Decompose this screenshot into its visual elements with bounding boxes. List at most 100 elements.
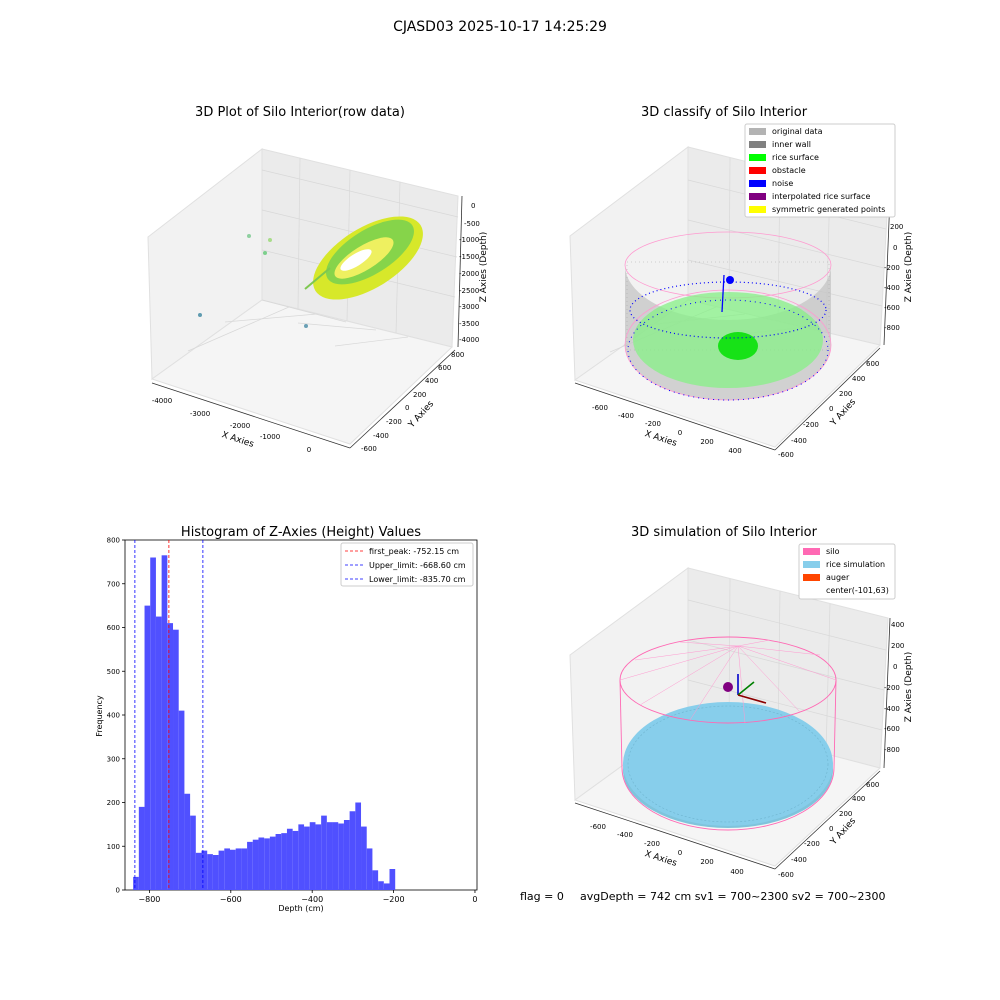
hist-xtick-label: 0 [472,895,477,904]
hist-bar [281,833,287,890]
raw-point-cloud [198,216,423,328]
raw-outlier-3 [263,251,267,255]
hist-ytick-label: 500 [107,668,120,676]
classify-legend-label: inner wall [772,140,811,149]
raw-ztick: -1000 [459,236,479,244]
classify-zlabel: Z Axies (Depth) [904,232,914,303]
raw-xtick: -1000 [260,433,280,441]
hist-bar [212,855,219,890]
simulation-ytick: -200 [804,840,820,848]
classify-xlabel: X Axies [643,429,678,449]
simulation-ytick: -400 [791,856,807,864]
simulation-ytick: 200 [839,810,852,818]
classify-noise-blob [726,276,734,284]
raw-ytick: -600 [361,445,377,453]
hist-title: Histogram of Z-Axies (Height) Values [181,525,421,540]
raw-y-axis-line [349,349,456,449]
classify-noise-lower [627,299,829,401]
hist-ytick-label: 0 [116,887,120,895]
hist-bar [144,605,151,890]
classify-ztick: 0 [893,244,897,252]
raw-xtick: 0 [307,446,311,454]
raw-xlabel: X Axies [220,430,255,450]
raw-axes-box [147,147,463,449]
raw-pane-floor [150,299,454,445]
classify-legend: original data inner wall rice surface ob… [744,123,896,218]
hist-bar [269,836,276,890]
classify-rice-core [718,332,758,360]
classify-legend-label: obstacle [772,166,806,175]
hist-bar [343,820,350,890]
simulation-xtick: 0 [678,849,682,857]
classify-noise-spike [721,274,725,313]
hist-bar [161,555,168,890]
figure-suptitle: CJASD03 2025-10-17 14:25:29 [393,19,607,35]
classify-legend-label: original data [772,127,823,136]
raw-ytick: 200 [413,391,426,399]
simulation-ztick: -200 [884,684,900,692]
simulation-zlabel: Z Axies (Depth) [904,652,914,723]
hist-bar [167,623,174,890]
simulation-legend-swatch [803,574,820,581]
hist-legend-label: first_peak: -752.15 cm [369,547,459,556]
raw-ytick: -200 [386,418,402,426]
hist-bar [304,826,310,890]
raw-yticks: -600 -400 -200 0 200 400 600 800 [361,351,464,453]
hist-ytick-label: 300 [107,755,120,763]
simulation-ztick: -800 [884,746,900,754]
raw-ztick: -2500 [459,287,479,295]
raw-ylabel: Y Axies [406,399,436,431]
classify-ytick: 0 [829,405,833,413]
hist-xlabel: Depth (cm) [278,904,323,913]
simulation-scene [619,636,837,831]
hist-xtick-label: −800 [138,895,160,904]
raw-ztick: -3500 [459,320,479,328]
simulation-z-axis-line [883,617,891,769]
simulation-ztick: 200 [891,642,904,650]
panel-simulation: 3D simulation of Silo Interior [569,525,914,879]
classify-x-axis-line [574,382,776,451]
panel-raw: 3D Plot of Silo Interior(row data) [147,105,489,454]
raw-outlier-4 [198,313,202,317]
raw-ytick: 800 [451,351,464,359]
hist-ytick-label: 200 [107,799,120,807]
raw-xtick: -2000 [230,422,250,430]
hist-ytick-label: 800 [107,537,120,545]
classify-zticks: 200 0 -200 -400 -600 -800 [884,223,903,332]
hist-xtick-label: −600 [220,895,242,904]
hist-bar [138,806,145,890]
classify-point-cloud [624,231,832,401]
hist-ylabel: Frequency [95,695,104,737]
simulation-silo-bottom [621,767,835,831]
hist-bar [378,881,384,890]
raw-ring-hole [340,249,372,271]
simulation-xticks: -600 -400 -200 0 200 400 [590,823,744,876]
footer-flag: flag = 0 [520,890,564,903]
classify-legend-label: rice surface [772,153,819,162]
hist-bar [286,828,293,890]
hist-bar [298,824,305,890]
simulation-ytick: 0 [829,825,833,833]
hist-bar [173,629,179,890]
classify-ytick: 200 [839,390,852,398]
raw-ytick: -400 [373,432,389,440]
classify-legend-frame [744,123,896,218]
panel-histogram: Histogram of Z-Axies (Height) Values −80… [95,525,478,913]
simulation-ytick: 600 [866,781,879,789]
classify-xticks: -600 -400 -200 0 200 400 [592,404,742,455]
raw-outlier-5 [304,324,308,328]
simulation-xtick: -600 [590,823,606,831]
simulation-ztick: 400 [891,621,904,629]
classify-ytick: -200 [803,421,819,429]
hist-bar [332,822,339,890]
hist-ytick-label: 100 [107,843,120,851]
raw-ztick: -3000 [459,303,479,311]
classify-legend-swatch [749,206,766,213]
raw-xticks: -4000 -3000 -2000 -1000 0 [152,397,311,454]
hist-bar [224,848,230,890]
simulation-silo-left-edge [619,679,623,769]
simulation-xtick: -400 [617,831,633,839]
simulation-rice-texture [627,705,829,823]
simulation-legend: silo rice simulation auger center(-101,6… [798,543,896,600]
raw-x-axis-line [151,382,351,449]
